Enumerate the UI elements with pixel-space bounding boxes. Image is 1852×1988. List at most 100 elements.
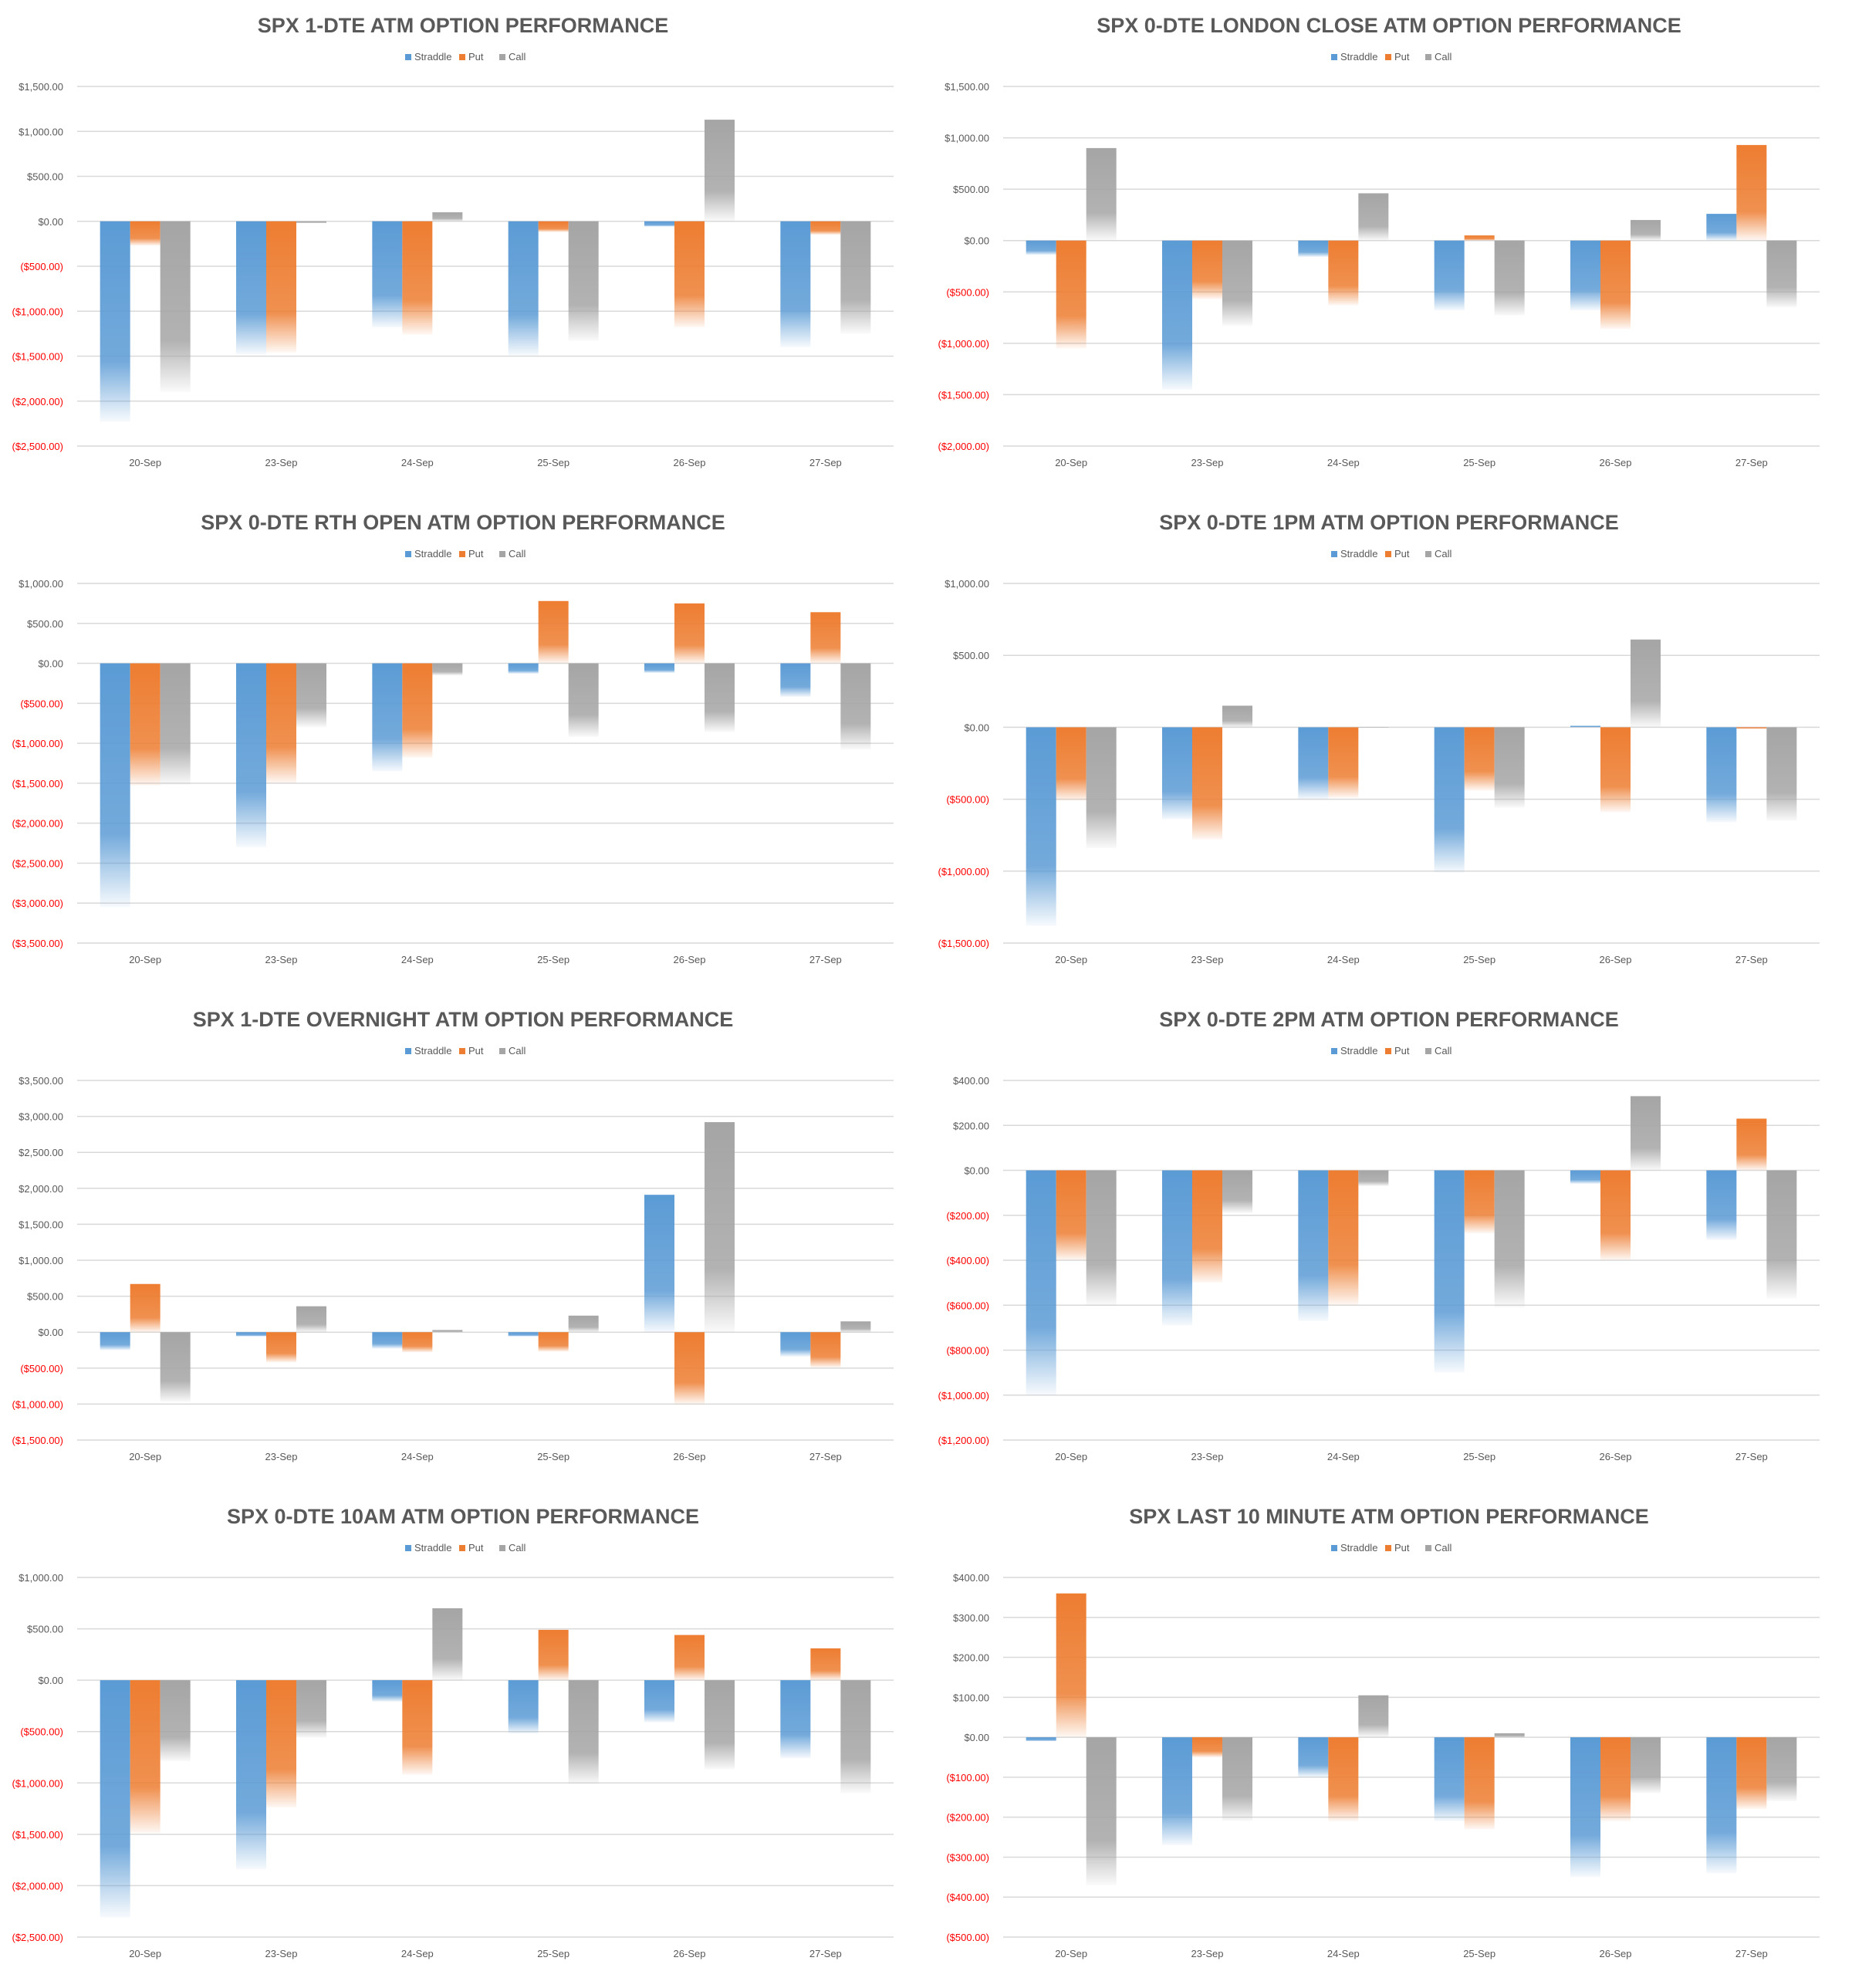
bar-call-25-sep bbox=[568, 1680, 599, 1784]
bar-put-24-sep bbox=[1328, 1737, 1359, 1821]
chart-title: SPX 0-DTE 10AM ATM OPTION PERFORMANCE bbox=[227, 1505, 699, 1528]
y-tick-label: $2,500.00 bbox=[19, 1147, 63, 1158]
bar-call-20-sep bbox=[1086, 1737, 1117, 1885]
legend-swatch-call bbox=[499, 54, 505, 60]
chart-svg: SPX 0-DTE 2PM ATM OPTION PERFORMANCE Stra… bbox=[938, 1008, 1820, 1462]
bar-call-25-sep bbox=[1494, 727, 1525, 808]
y-tick-label: ($2,500.00) bbox=[12, 441, 64, 452]
y-tick-label: $1,500.00 bbox=[19, 1219, 63, 1230]
chart-svg: SPX LAST 10 MINUTE ATM OPTION PERFORMANC… bbox=[946, 1505, 1820, 1959]
bar-straddle-23-sep bbox=[1162, 1737, 1192, 1845]
chart-title: SPX 1-DTE ATM OPTION PERFORMANCE bbox=[258, 14, 669, 37]
x-tick-label: 20-Sep bbox=[129, 457, 161, 468]
bar-straddle-24-sep bbox=[1298, 1737, 1329, 1777]
y-tick-label: ($1,000.00) bbox=[938, 866, 990, 877]
y-tick-label: ($1,500.00) bbox=[938, 938, 990, 949]
bar-put-27-sep bbox=[810, 612, 841, 664]
x-tick-label: 26-Sep bbox=[674, 1451, 706, 1462]
x-tick-label: 26-Sep bbox=[1600, 1451, 1632, 1462]
legend-swatch-straddle bbox=[405, 54, 411, 60]
y-tick-label: ($1,000.00) bbox=[12, 1398, 64, 1410]
bar-call-20-sep bbox=[1086, 147, 1117, 241]
y-tick-label: ($3,000.00) bbox=[12, 898, 64, 909]
y-tick-label: $0.00 bbox=[38, 658, 63, 670]
bar-straddle-25-sep bbox=[1434, 1170, 1465, 1373]
bar-call-23-sep bbox=[296, 663, 326, 728]
x-tick-label: 25-Sep bbox=[537, 1451, 569, 1462]
chart-svg: SPX 0-DTE RTH OPEN ATM OPTION PERFORMANC… bbox=[12, 511, 894, 965]
bar-call-27-sep bbox=[1766, 727, 1797, 821]
y-tick-label: ($500.00) bbox=[946, 286, 989, 298]
bar-straddle-24-sep bbox=[372, 1332, 403, 1349]
y-tick-label: $0.00 bbox=[964, 722, 989, 733]
bar-put-26-sep bbox=[674, 1635, 705, 1681]
y-tick-label: $200.00 bbox=[953, 1120, 989, 1131]
bar-straddle-25-sep bbox=[508, 1680, 539, 1734]
bar-call-27-sep bbox=[1766, 1737, 1797, 1801]
bar-straddle-23-sep bbox=[236, 1680, 266, 1870]
y-tick-label: ($2,000.00) bbox=[12, 818, 64, 830]
chart-svg: SPX 1-DTE OVERNIGHT ATM OPTION PERFORMAN… bbox=[12, 1008, 894, 1462]
x-tick-label: 20-Sep bbox=[129, 1948, 161, 1959]
y-tick-label: ($1,000.00) bbox=[938, 338, 990, 350]
y-tick-label: ($200.00) bbox=[946, 1210, 989, 1222]
bar-straddle-25-sep bbox=[508, 221, 539, 356]
x-tick-label: 24-Sep bbox=[401, 457, 434, 468]
y-tick-label: $2,000.00 bbox=[19, 1183, 63, 1195]
bar-straddle-24-sep bbox=[1298, 1170, 1329, 1321]
bar-put-20-sep bbox=[130, 1283, 161, 1333]
chart-title: SPX 0-DTE 2PM ATM OPTION PERFORMANCE bbox=[1159, 1008, 1619, 1031]
y-tick-label: ($200.00) bbox=[946, 1812, 989, 1824]
x-tick-label: 24-Sep bbox=[1327, 457, 1360, 468]
y-tick-label: ($500.00) bbox=[20, 1726, 63, 1738]
bar-straddle-26-sep bbox=[1570, 1170, 1600, 1184]
legend-label-call: Call bbox=[509, 51, 526, 63]
y-tick-label: ($2,000.00) bbox=[12, 1880, 64, 1892]
bar-straddle-27-sep bbox=[780, 1680, 811, 1759]
x-tick-label: 27-Sep bbox=[1735, 1948, 1768, 1959]
bar-straddle-26-sep bbox=[1570, 1737, 1600, 1878]
y-tick-label: ($1,000.00) bbox=[12, 306, 64, 317]
y-tick-label: $1,000.00 bbox=[945, 578, 989, 590]
x-tick-label: 27-Sep bbox=[1735, 1451, 1768, 1462]
bar-put-27-sep bbox=[1736, 144, 1767, 241]
bar-put-20-sep bbox=[1056, 1170, 1087, 1260]
x-tick-label: 26-Sep bbox=[674, 954, 706, 965]
x-tick-label: 20-Sep bbox=[1055, 954, 1087, 965]
bar-call-23-sep bbox=[1222, 705, 1252, 728]
y-tick-label: ($300.00) bbox=[946, 1851, 989, 1863]
y-tick-label: ($500.00) bbox=[946, 794, 989, 806]
chart-title: SPX LAST 10 MINUTE ATM OPTION PERFORMANC… bbox=[1129, 1505, 1649, 1528]
bar-straddle-25-sep bbox=[1434, 727, 1465, 873]
bar-straddle-23-sep bbox=[236, 221, 266, 355]
y-tick-label: $1,000.00 bbox=[19, 578, 63, 590]
bar-straddle-20-sep bbox=[1026, 240, 1056, 255]
chart-panel-spx-1dte: SPX 1-DTE ATM OPTION PERFORMANCE Straddle… bbox=[0, 0, 926, 497]
bar-put-24-sep bbox=[1328, 727, 1359, 798]
bar-put-25-sep bbox=[538, 1332, 569, 1352]
bar-straddle-27-sep bbox=[1706, 214, 1737, 241]
bar-call-27-sep bbox=[1766, 1170, 1797, 1299]
legend-swatch-straddle bbox=[405, 551, 411, 557]
y-tick-label: $1,500.00 bbox=[945, 81, 989, 93]
y-tick-label: $500.00 bbox=[27, 171, 63, 183]
chart-panel-spx-0dte-1pm: SPX 0-DTE 1PM ATM OPTION PERFORMANCE Stra… bbox=[926, 497, 1852, 994]
y-tick-label: ($3,500.00) bbox=[12, 938, 64, 949]
bar-call-20-sep bbox=[160, 1680, 191, 1762]
x-tick-label: 23-Sep bbox=[1191, 1451, 1224, 1462]
bar-call-24-sep bbox=[432, 212, 463, 221]
bar-put-25-sep bbox=[538, 600, 569, 664]
legend-label-call: Call bbox=[509, 548, 526, 560]
bar-straddle-27-sep bbox=[780, 1332, 811, 1357]
bar-call-27-sep bbox=[840, 663, 871, 750]
bar-put-23-sep bbox=[1192, 727, 1222, 840]
bar-call-26-sep bbox=[705, 120, 735, 221]
x-tick-label: 23-Sep bbox=[265, 954, 298, 965]
legend-swatch-straddle bbox=[1331, 1048, 1337, 1054]
legend-label-straddle: Straddle bbox=[1340, 548, 1377, 560]
y-tick-label: $0.00 bbox=[38, 1327, 63, 1338]
x-tick-label: 27-Sep bbox=[809, 1948, 842, 1959]
bar-put-26-sep bbox=[1600, 240, 1631, 330]
bar-straddle-27-sep bbox=[1706, 1737, 1737, 1874]
y-tick-label: $500.00 bbox=[953, 184, 989, 195]
